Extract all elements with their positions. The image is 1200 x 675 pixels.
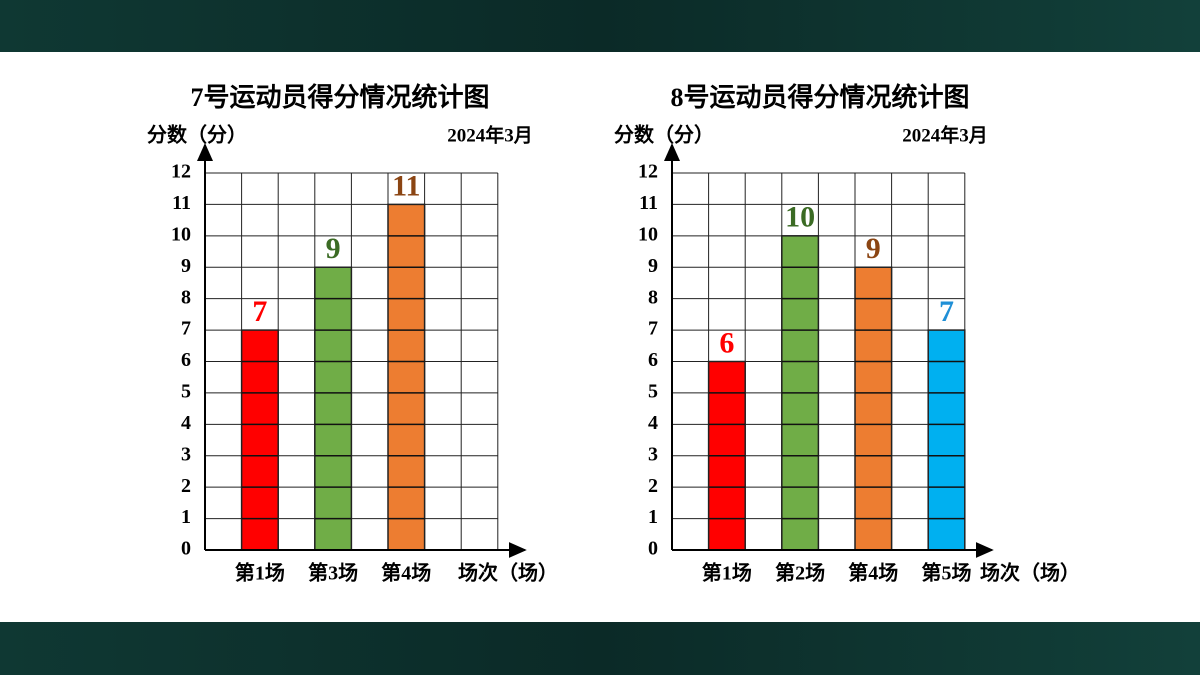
y-axis-label: 分数（分） — [147, 123, 247, 147]
value-label: 7 — [252, 295, 267, 328]
bar — [387, 203, 426, 551]
chart-title: 7号运动员得分情况统计图 — [190, 82, 489, 112]
bar — [240, 329, 279, 551]
top-band — [0, 0, 1200, 52]
y-tick-label: 10 — [171, 223, 191, 245]
y-tick-label: 0 — [181, 538, 191, 560]
value-label: 6 — [719, 326, 734, 359]
value-label: 9 — [866, 232, 881, 265]
x-axis-label: 场次（场） — [980, 561, 1080, 585]
bar — [854, 266, 893, 551]
x-axis-label: 场次（场） — [458, 561, 558, 585]
value-label: 9 — [326, 232, 341, 265]
y-tick-label: 0 — [648, 538, 658, 560]
x-tick-label: 第4场 — [381, 561, 431, 585]
y-tick-label: 6 — [181, 349, 191, 371]
y-tick-label: 5 — [648, 381, 658, 403]
x-tick-label: 第5场 — [922, 561, 972, 585]
y-tick-label: 11 — [172, 192, 191, 214]
y-tick-label: 6 — [648, 349, 658, 371]
value-label: 10 — [785, 201, 815, 234]
x-tick-label: 第1场 — [235, 561, 285, 585]
bar — [927, 329, 966, 551]
x-tick-label: 第3场 — [308, 561, 358, 585]
y-tick-label: 9 — [181, 255, 191, 277]
y-tick-label: 5 — [181, 381, 191, 403]
y-tick-label: 8 — [181, 286, 191, 308]
date-label: 2024年3月 — [902, 123, 988, 146]
y-tick-label: 12 — [638, 161, 658, 183]
y-tick-label: 7 — [648, 318, 658, 340]
y-tick-label: 3 — [181, 443, 191, 465]
y-tick-label: 8 — [648, 286, 658, 308]
y-tick-label: 10 — [638, 223, 658, 245]
value-label: 11 — [392, 169, 420, 202]
y-tick-label: 12 — [171, 161, 191, 183]
y-tick-label: 2 — [648, 475, 658, 497]
value-label: 7 — [939, 295, 954, 328]
bar — [314, 266, 353, 551]
chart-title: 8号运动员得分情况统计图 — [670, 82, 969, 112]
y-tick-label: 3 — [648, 443, 658, 465]
y-axis-label: 分数（分） — [614, 123, 714, 147]
y-tick-label: 1 — [648, 506, 658, 528]
bottom-band — [0, 622, 1200, 675]
y-tick-label: 2 — [181, 475, 191, 497]
x-tick-label: 第4场 — [848, 561, 898, 585]
y-tick-label: 4 — [648, 412, 658, 434]
y-tick-label: 11 — [639, 192, 658, 214]
y-tick-label: 1 — [181, 506, 191, 528]
x-tick-label: 第2场 — [775, 561, 825, 585]
y-tick-label: 7 — [181, 318, 191, 340]
y-tick-label: 9 — [648, 255, 658, 277]
date-label: 2024年3月 — [447, 123, 533, 146]
x-tick-label: 第1场 — [702, 561, 752, 585]
y-tick-label: 4 — [181, 412, 191, 434]
